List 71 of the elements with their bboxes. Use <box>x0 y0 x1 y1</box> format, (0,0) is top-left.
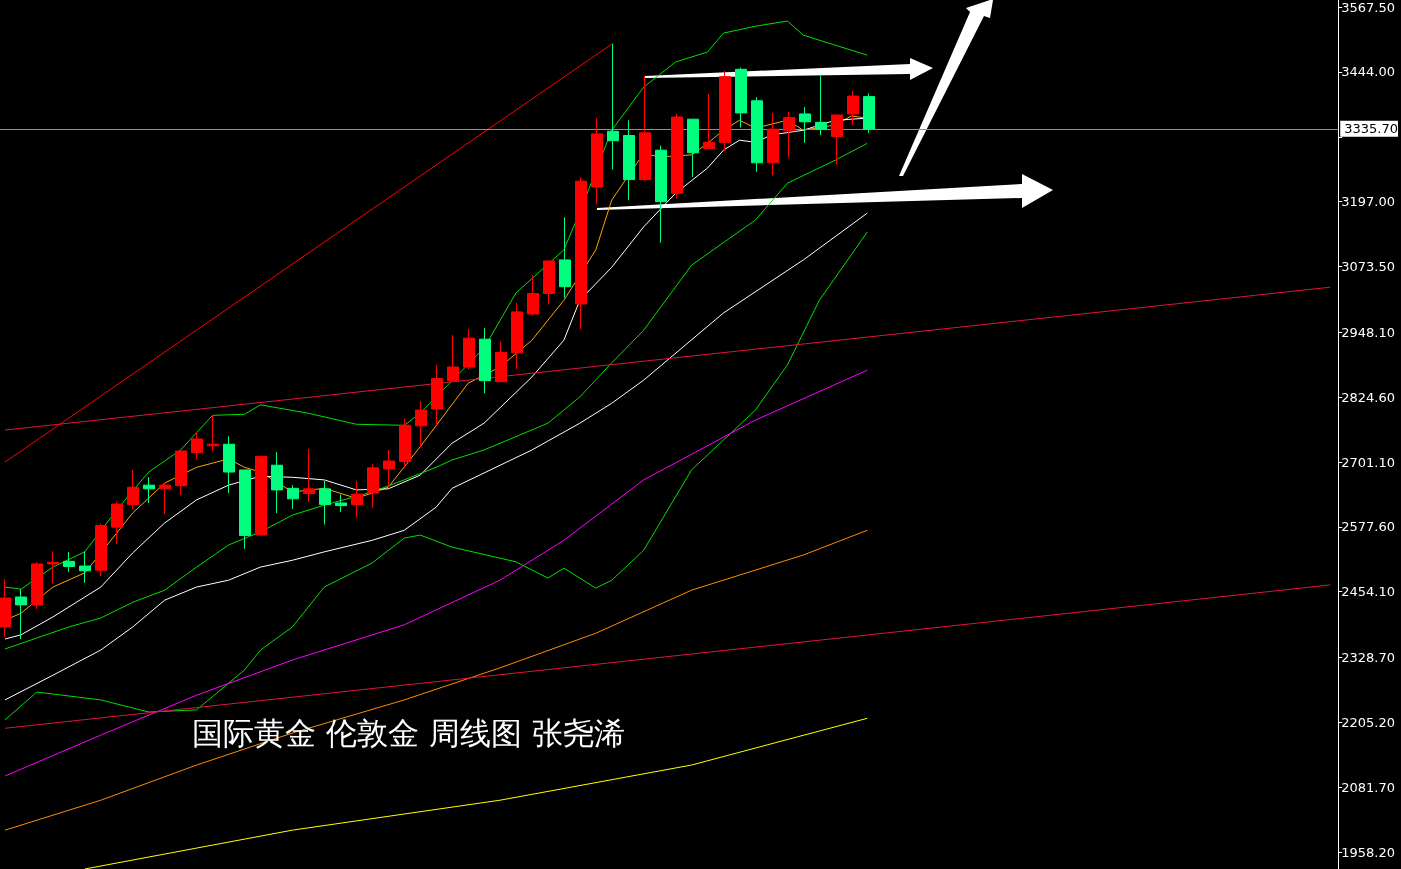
candlestick <box>111 501 123 545</box>
y-tick-label: 2701.10 <box>1341 454 1396 470</box>
candlestick <box>719 70 731 152</box>
candlestick <box>799 106 811 144</box>
candlestick <box>847 90 859 126</box>
y-tick-label: 2824.60 <box>1341 389 1396 405</box>
candlestick <box>79 550 91 584</box>
candlestick <box>639 75 651 182</box>
candlestick <box>783 111 795 159</box>
candlestick <box>0 578 11 638</box>
candlestick <box>495 341 507 383</box>
candlestick <box>95 523 107 577</box>
y-tick-label: 3444.00 <box>1341 64 1396 80</box>
candlestick <box>127 469 139 510</box>
y-tick-label: 2948.10 <box>1341 324 1396 340</box>
candlestick <box>15 588 27 640</box>
candlestick <box>255 455 267 536</box>
candlestick <box>159 482 171 515</box>
candlestick <box>591 117 603 205</box>
candlestick <box>703 93 715 150</box>
candlestick <box>303 448 315 503</box>
candlestick <box>351 480 363 519</box>
candlestick <box>687 118 699 178</box>
line-series <box>4 369 868 777</box>
candlestick <box>431 364 443 426</box>
candlestick <box>575 176 587 330</box>
line-series <box>4 529 868 831</box>
candlestick <box>607 43 619 171</box>
y-tick-label: 2081.70 <box>1341 779 1396 795</box>
candlestick <box>287 484 299 510</box>
candlestick <box>191 431 203 460</box>
candlestick <box>207 414 219 452</box>
candlestick <box>447 334 459 382</box>
candlestick <box>655 144 667 244</box>
candlestick <box>63 551 75 573</box>
y-tick-label: 2328.70 <box>1341 650 1396 666</box>
candlestick <box>47 550 59 584</box>
y-tick-label: 3567.50 <box>1341 0 1396 15</box>
candlestick <box>271 451 283 514</box>
y-tick-label: 2205.20 <box>1341 714 1396 730</box>
ref-line-label: 3335.70 <box>1344 121 1399 137</box>
y-tick-label: 3197.00 <box>1341 194 1396 210</box>
candlestick <box>623 119 635 201</box>
candlestick <box>751 96 763 173</box>
candlestick <box>143 476 155 504</box>
candlestick <box>31 561 43 610</box>
candlestick <box>463 328 475 371</box>
line-series <box>84 717 868 869</box>
candlestick <box>479 327 491 394</box>
y-tick-label: 2454.10 <box>1341 584 1396 600</box>
y-tick-label: 2577.60 <box>1341 519 1396 535</box>
candlestick <box>335 494 347 513</box>
candlestick <box>863 92 875 134</box>
candlestick <box>767 112 779 176</box>
candlestick <box>399 417 411 469</box>
candlestick <box>511 302 523 370</box>
candlestick <box>383 449 395 488</box>
candlestick <box>559 216 571 299</box>
candlestick <box>223 435 235 494</box>
candlestick <box>175 450 187 496</box>
candlestick <box>831 114 843 166</box>
candlestick <box>671 112 683 199</box>
candlestick <box>815 74 827 136</box>
y-tick-label: 3073.50 <box>1341 258 1396 274</box>
candlestick <box>239 469 251 550</box>
candlestick <box>367 463 379 509</box>
y-tick-label: 1958.20 <box>1341 844 1396 860</box>
candlestick <box>543 260 555 306</box>
candlestick <box>319 480 331 526</box>
candlestick <box>415 400 427 448</box>
candlestick <box>527 274 539 317</box>
